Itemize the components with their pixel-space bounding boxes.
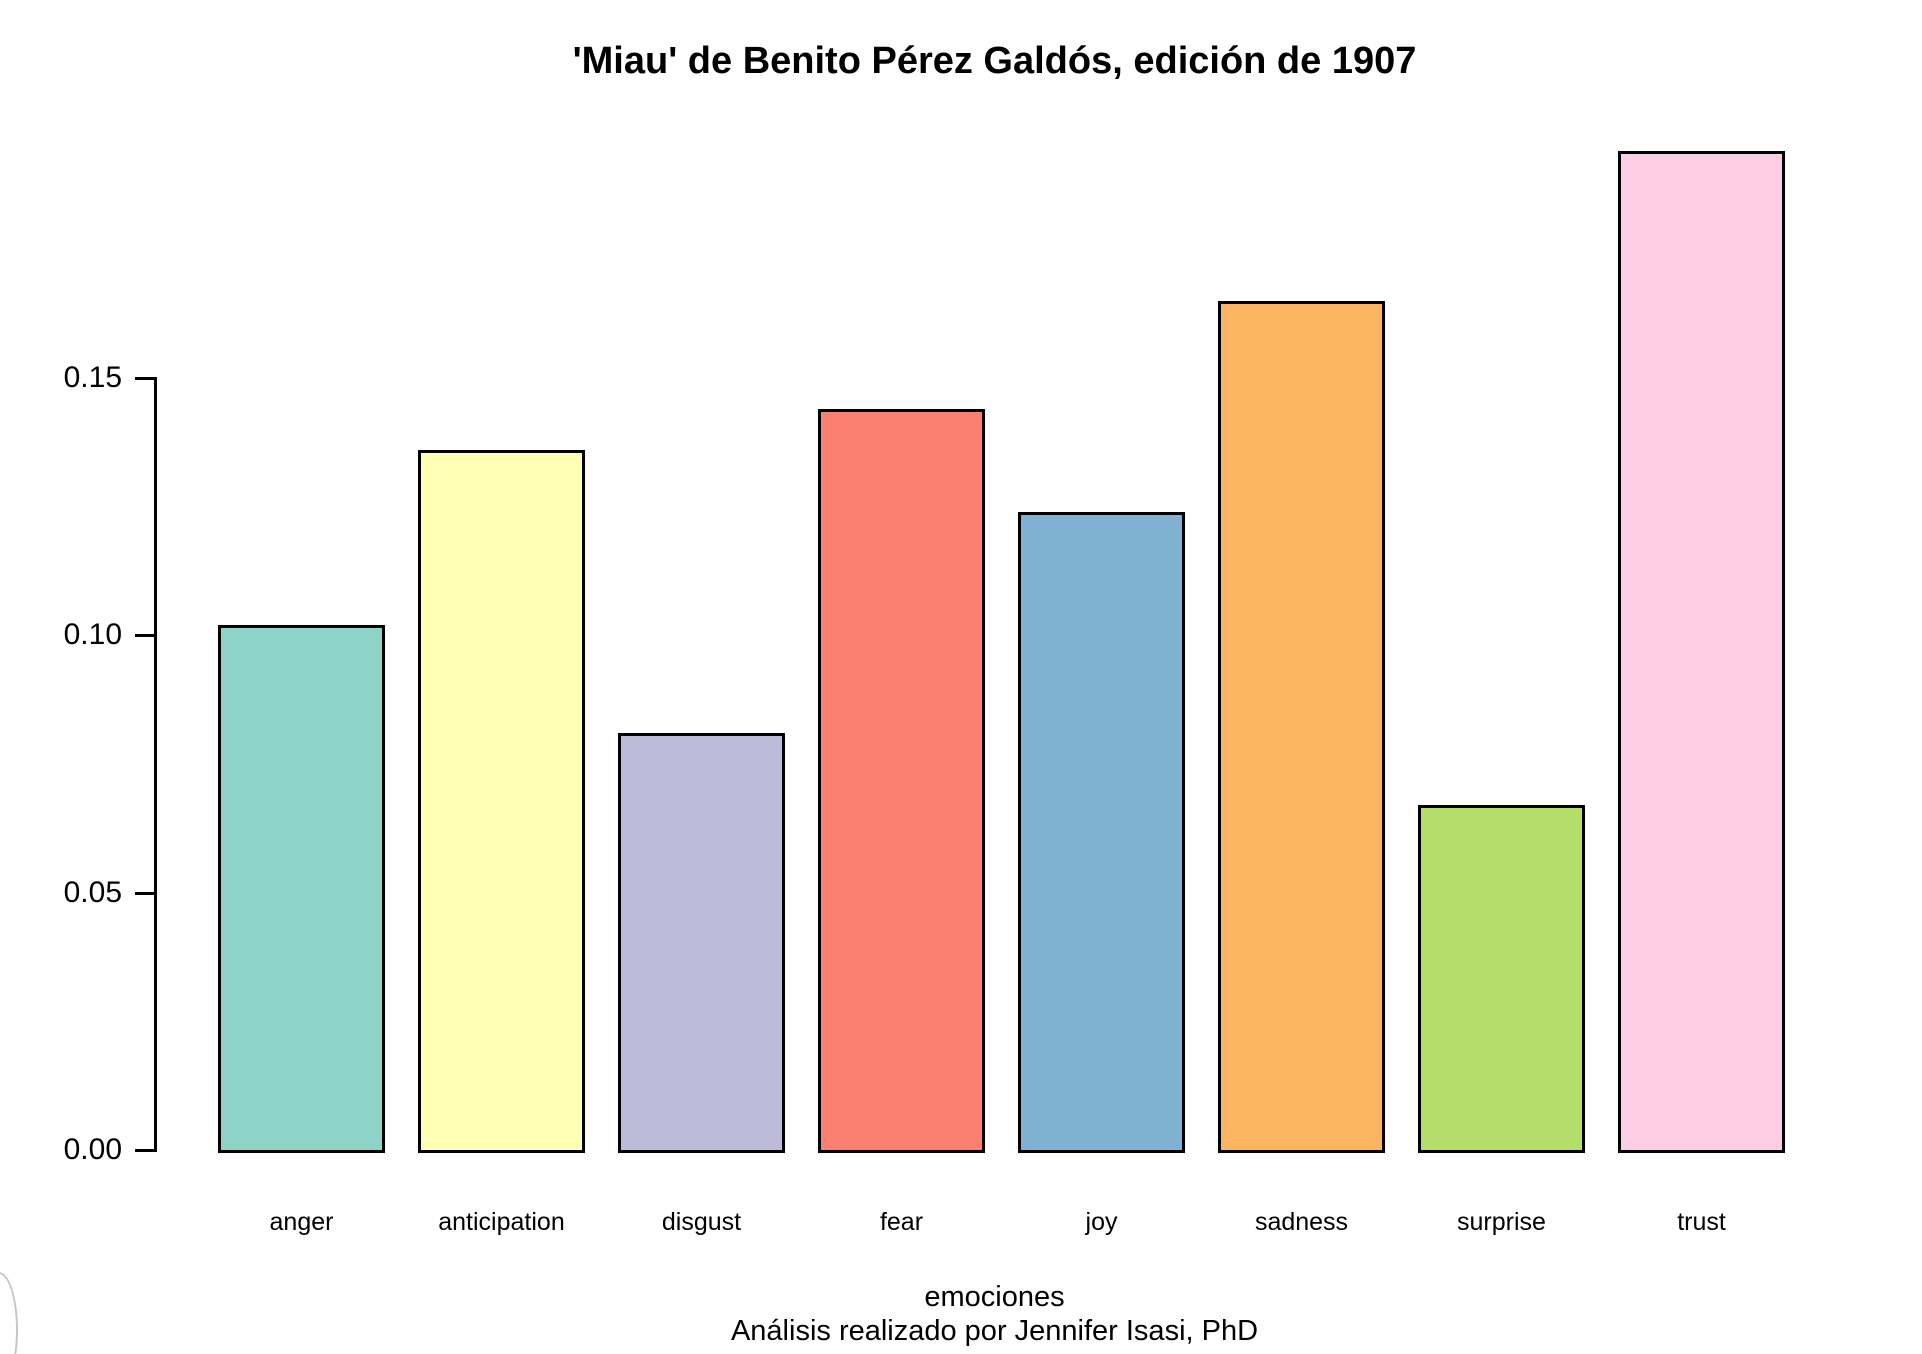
x-category-label-anticipation: anticipation [438, 1208, 565, 1236]
x-category-label-fear: fear [879, 1208, 924, 1236]
y-axis-line [154, 376, 157, 1152]
bar-joy [1018, 512, 1185, 1153]
bar-disgust [618, 733, 785, 1153]
y-tick-0.00 [135, 1149, 154, 1152]
x-category-label-anger: anger [269, 1208, 334, 1236]
y-tick-0.15 [135, 376, 154, 380]
bar-sadness [1218, 301, 1385, 1153]
bar-fear [818, 409, 985, 1153]
x-axis-sublabel: Análisis realizado por Jennifer Isasi, P… [730, 1315, 1259, 1347]
x-axis-label: emociones [924, 1281, 1065, 1313]
y-tick-0.05 [135, 891, 154, 895]
x-category-label-trust: trust [1677, 1208, 1726, 1236]
y-tick-0.10 [135, 634, 154, 638]
y-tick-label-0.10: 0.10 [63, 618, 122, 652]
chart-title: 'Miau' de Benito Pérez Galdós, edición d… [572, 40, 1417, 82]
y-tick-label-0.00: 0.00 [63, 1133, 122, 1166]
bar-anticipation [418, 450, 585, 1153]
x-category-label-sadness: sadness [1254, 1208, 1349, 1236]
bar-surprise [1418, 805, 1585, 1153]
bar-trust [1618, 151, 1785, 1153]
x-category-label-surprise: surprise [1457, 1208, 1546, 1236]
y-tick-label-0.15: 0.15 [63, 360, 122, 394]
bar-anger [218, 625, 385, 1153]
x-category-label-joy: joy [1085, 1208, 1118, 1236]
x-category-label-disgust: disgust [661, 1208, 742, 1236]
y-tick-label-0.05: 0.05 [63, 875, 122, 909]
